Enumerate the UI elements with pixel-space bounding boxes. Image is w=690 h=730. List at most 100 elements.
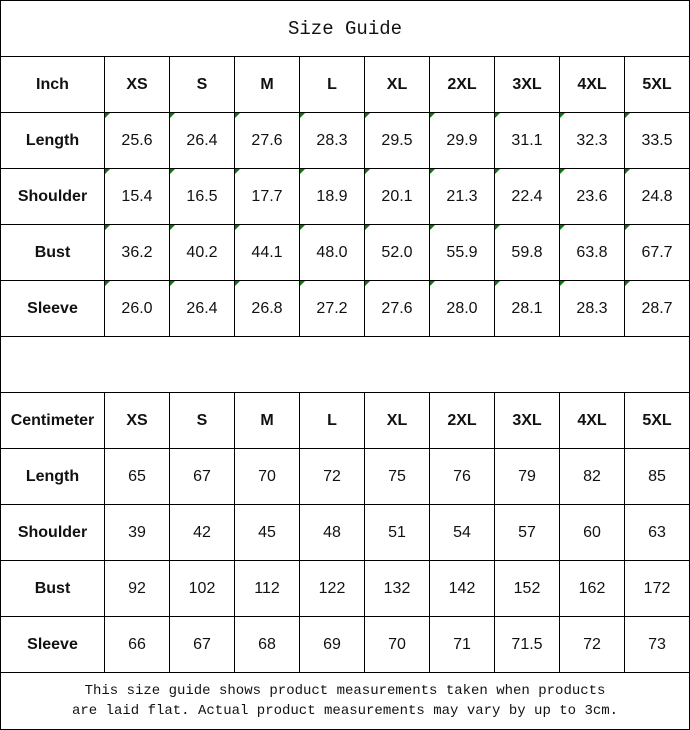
measurement-cell: 32.3 <box>559 112 625 169</box>
measurement-cell: 26.0 <box>104 280 170 337</box>
measurement-cell: 26.8 <box>234 280 300 337</box>
table-row: Length 65 67 70 72 75 76 79 82 85 <box>0 448 690 505</box>
measurement-cell: 27.6 <box>234 112 300 169</box>
cm-header-row: Centimeter XS S M L XL 2XL 3XL 4XL 5XL <box>0 392 690 449</box>
measurement-cell: 29.5 <box>364 112 430 169</box>
table-title: Size Guide <box>0 0 690 57</box>
measurement-cell: 28.3 <box>559 280 625 337</box>
table-row: Shoulder 39 42 45 48 51 54 57 60 63 <box>0 504 690 561</box>
measurement-cell: 59.8 <box>494 224 560 281</box>
row-label: Length <box>0 448 105 505</box>
table-row: Bust 36.2 40.2 44.1 48.0 52.0 55.9 59.8 63.8 67.7 <box>0 224 690 281</box>
size-header: 3XL <box>494 56 560 113</box>
measurement-cell: 45 <box>234 504 300 561</box>
measurement-cell: 67 <box>169 448 235 505</box>
size-header: 5XL <box>623 56 690 113</box>
measurement-cell: 92 <box>104 560 170 617</box>
measurement-cell: 31.1 <box>494 112 560 169</box>
measurement-cell: 24.8 <box>623 168 690 225</box>
measurement-cell: 82 <box>559 448 625 505</box>
measurement-cell: 54 <box>429 504 495 561</box>
footnote: This size guide shows product measuremen… <box>0 672 690 730</box>
measurement-cell: 72 <box>559 616 625 673</box>
measurement-cell: 60 <box>559 504 625 561</box>
measurement-cell: 22.4 <box>494 168 560 225</box>
size-header: 3XL <box>494 392 560 449</box>
size-header: XS <box>104 56 170 113</box>
measurement-cell: 29.9 <box>429 112 495 169</box>
measurement-cell: 27.2 <box>299 280 365 337</box>
measurement-cell: 162 <box>559 560 625 617</box>
inch-header-row: Inch XS S M L XL 2XL 3XL 4XL 5XL <box>0 56 690 113</box>
measurement-cell: 122 <box>299 560 365 617</box>
measurement-cell: 18.9 <box>299 168 365 225</box>
size-header: XS <box>104 392 170 449</box>
row-label: Bust <box>0 224 105 281</box>
measurement-cell: 132 <box>364 560 430 617</box>
table-row: Bust 92 102 112 122 132 142 152 162 172 <box>0 560 690 617</box>
measurement-cell: 65 <box>104 448 170 505</box>
measurement-cell: 26.4 <box>169 112 235 169</box>
measurement-cell: 79 <box>494 448 560 505</box>
measurement-cell: 112 <box>234 560 300 617</box>
measurement-cell: 42 <box>169 504 235 561</box>
measurement-cell: 16.5 <box>169 168 235 225</box>
measurement-cell: 44.1 <box>234 224 300 281</box>
measurement-cell: 48.0 <box>299 224 365 281</box>
measurement-cell: 20.1 <box>364 168 430 225</box>
measurement-cell: 36.2 <box>104 224 170 281</box>
measurement-cell: 152 <box>494 560 560 617</box>
measurement-cell: 15.4 <box>104 168 170 225</box>
table-row: Shoulder 15.4 16.5 17.7 18.9 20.1 21.3 22.4 23.6… <box>0 168 690 225</box>
row-label: Shoulder <box>0 504 105 561</box>
measurement-cell: 63 <box>623 504 690 561</box>
size-header: 2XL <box>429 392 495 449</box>
measurement-cell: 73 <box>623 616 690 673</box>
size-header: S <box>169 392 235 449</box>
measurement-cell: 102 <box>169 560 235 617</box>
measurement-cell: 55.9 <box>429 224 495 281</box>
table-row: Sleeve 26.0 26.4 26.8 27.2 27.6 28.0 28.1 28.3 28… <box>0 280 690 337</box>
size-header: 2XL <box>429 56 495 113</box>
row-label: Length <box>0 112 105 169</box>
row-label: Sleeve <box>0 616 105 673</box>
size-header: 5XL <box>623 392 690 449</box>
size-header: 4XL <box>559 56 625 113</box>
measurement-cell: 28.3 <box>299 112 365 169</box>
size-header: XL <box>364 392 430 449</box>
size-header: L <box>299 56 365 113</box>
measurement-cell: 21.3 <box>429 168 495 225</box>
size-header: M <box>234 56 300 113</box>
size-header: L <box>299 392 365 449</box>
row-label: Shoulder <box>0 168 105 225</box>
unit-header: Inch <box>0 56 105 113</box>
measurement-cell: 70 <box>364 616 430 673</box>
measurement-cell: 67.7 <box>623 224 690 281</box>
measurement-cell: 28.1 <box>494 280 560 337</box>
measurement-cell: 142 <box>429 560 495 617</box>
measurement-cell: 66 <box>104 616 170 673</box>
measurement-cell: 76 <box>429 448 495 505</box>
measurement-cell: 39 <box>104 504 170 561</box>
measurement-cell: 72 <box>299 448 365 505</box>
size-header: 4XL <box>559 392 625 449</box>
measurement-cell: 71 <box>429 616 495 673</box>
table-row: Sleeve 66 67 68 69 70 71 71.5 72 73 <box>0 616 690 673</box>
measurement-cell: 71.5 <box>494 616 560 673</box>
unit-header: Centimeter <box>0 392 105 449</box>
measurement-cell: 17.7 <box>234 168 300 225</box>
measurement-cell: 51 <box>364 504 430 561</box>
measurement-cell: 68 <box>234 616 300 673</box>
measurement-cell: 40.2 <box>169 224 235 281</box>
measurement-cell: 85 <box>623 448 690 505</box>
measurement-cell: 69 <box>299 616 365 673</box>
measurement-cell: 25.6 <box>104 112 170 169</box>
size-header: S <box>169 56 235 113</box>
spacer-row <box>0 336 690 393</box>
footnote-line-1: This size guide shows product measuremen… <box>84 683 606 699</box>
measurement-cell: 28.0 <box>429 280 495 337</box>
measurement-cell: 28.7 <box>623 280 690 337</box>
measurement-cell: 63.8 <box>559 224 625 281</box>
measurement-cell: 48 <box>299 504 365 561</box>
